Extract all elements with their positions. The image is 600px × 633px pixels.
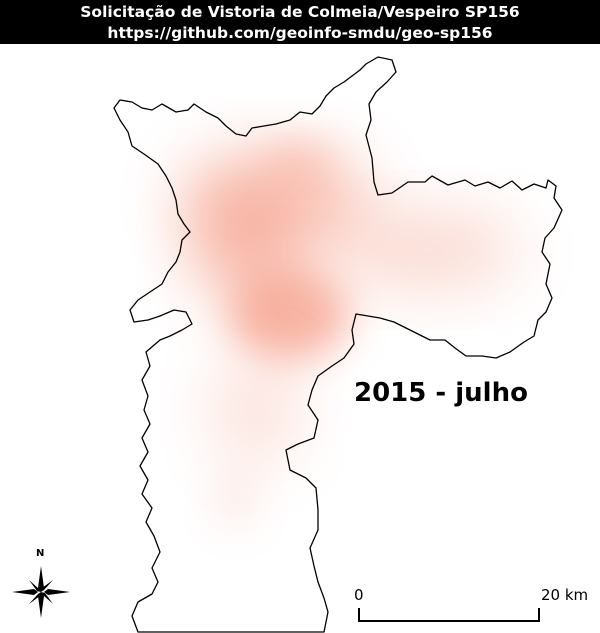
compass-needle-south-icon <box>38 592 44 618</box>
compass-diagonal-icon <box>29 580 41 592</box>
heat-blob <box>210 355 300 465</box>
city-boundary <box>113 56 563 633</box>
compass-diagonal-icon <box>41 592 53 604</box>
north-arrow <box>12 566 70 618</box>
north-label: N <box>36 548 45 559</box>
scale-bar <box>358 608 540 622</box>
heat-density-layer <box>180 140 520 530</box>
compass-needle-west-icon <box>12 589 38 595</box>
heat-blob <box>230 270 350 360</box>
source-url: https://github.com/geoinfo-smdu/geo-sp15… <box>107 24 493 42</box>
map-title: Solicitação de Vistoria de Colmeia/Vespe… <box>80 3 520 21</box>
period-label: 2015 - julho <box>354 378 528 408</box>
title-banner: Solicitação de Vistoria de Colmeia/Vespe… <box>0 0 600 44</box>
heat-blob <box>210 470 260 530</box>
heat-blob <box>330 210 520 290</box>
compass-needle-east-icon <box>44 589 70 595</box>
compass-diagonal-icon <box>41 580 53 592</box>
compass-needle-north-icon <box>38 566 44 592</box>
scale-start-label: 0 <box>354 586 364 604</box>
scale-end-label: 20 km <box>541 586 589 604</box>
compass-diagonal-icon <box>29 592 41 604</box>
heat-blob <box>265 140 335 180</box>
heatmap-map <box>12 56 563 633</box>
